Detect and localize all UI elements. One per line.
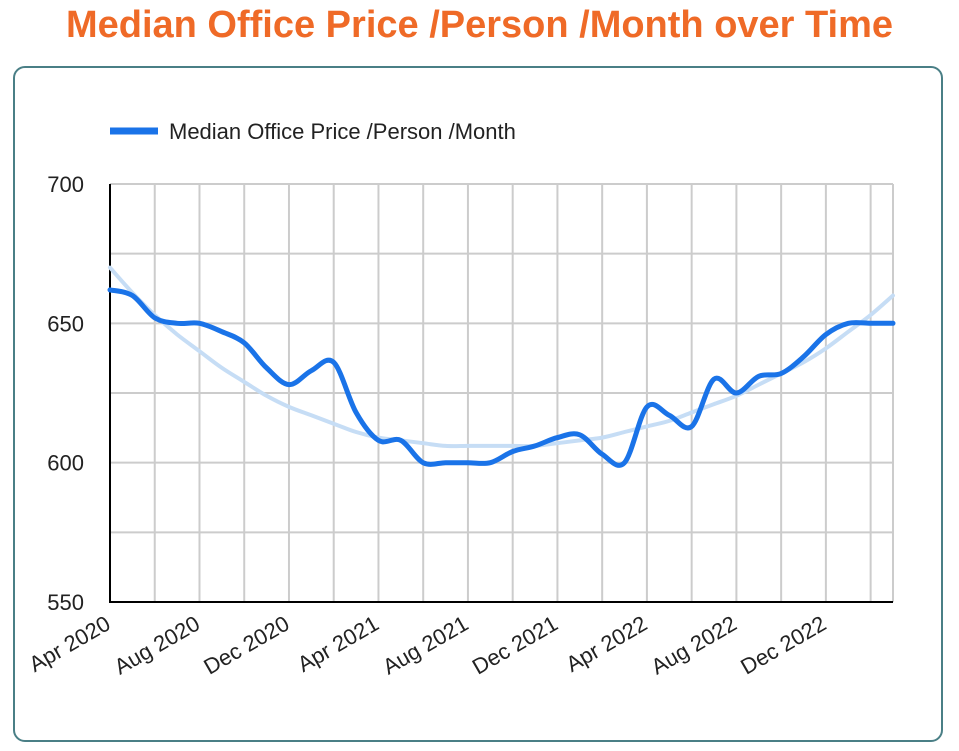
x-tick-label: Aug 2021: [378, 611, 472, 680]
series-line-median-office-price: [107, 287, 896, 468]
y-tick-label: 700: [47, 172, 84, 197]
y-tick-label: 650: [47, 311, 84, 336]
x-tick-label: Aug 2022: [647, 611, 741, 680]
trendline: [108, 265, 895, 449]
chart-card: [13, 66, 943, 742]
y-axis-ticks: 550 600 650 700: [47, 172, 84, 615]
x-tick-label: Apr 2022: [562, 611, 652, 677]
legend-label: Median Office Price /Person /Month: [169, 119, 516, 144]
x-tick-label: Dec 2021: [468, 611, 562, 680]
y-tick-label: 550: [47, 590, 84, 615]
x-tick-label: Aug 2020: [110, 611, 204, 680]
x-tick-label: Apr 2020: [25, 611, 115, 677]
y-tick-label: 600: [47, 451, 84, 476]
axes: [109, 184, 893, 603]
page-title: Median Office Price /Person /Month over …: [65, 4, 894, 46]
grid: [109, 183, 894, 603]
series-lines: [107, 265, 896, 468]
x-tick-label: Dec 2020: [199, 611, 293, 680]
legend: Median Office Price /Person /Month: [110, 119, 516, 144]
x-tick-label: Dec 2022: [736, 611, 830, 680]
x-tick-label: Apr 2021: [293, 611, 383, 677]
